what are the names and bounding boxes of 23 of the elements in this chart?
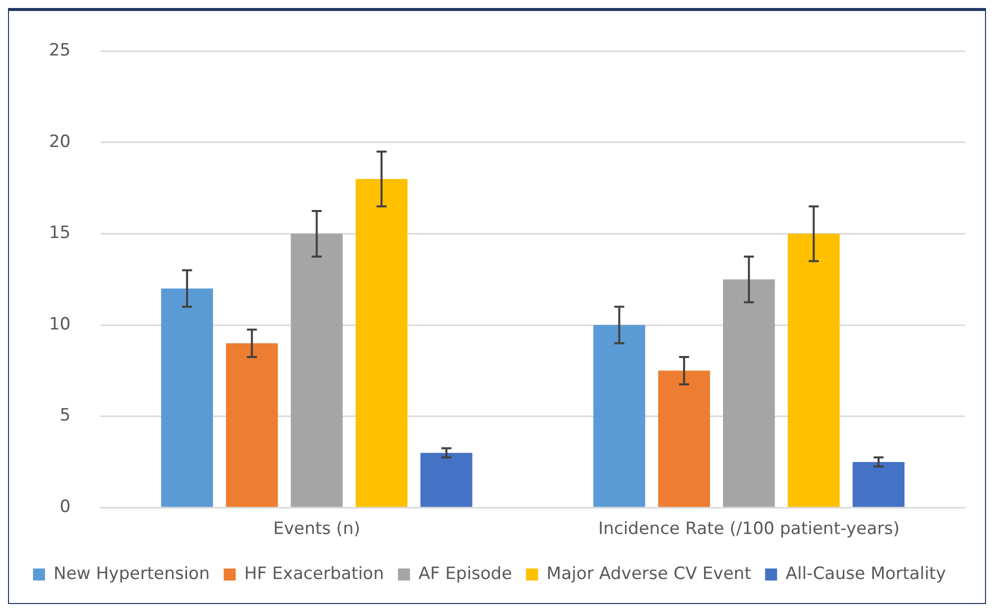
legend-label: All-Cause Mortality	[786, 564, 946, 584]
bar	[420, 452, 472, 507]
legend-label: New Hypertension	[54, 564, 210, 584]
y-tick-label: 10	[48, 314, 71, 334]
legend-label: AF Episode	[418, 564, 512, 584]
y-tick-label: 15	[48, 223, 71, 244]
y-tick-label: 5	[60, 406, 71, 426]
bar	[593, 325, 646, 507]
y-tick-label: 20	[48, 132, 71, 152]
bar	[852, 462, 904, 507]
bar	[356, 178, 408, 507]
bar	[226, 343, 278, 507]
bar	[161, 288, 213, 507]
x-tick-label: Incidence Rate (/100 patient-years)	[598, 519, 900, 540]
bar	[658, 370, 710, 507]
y-tick-label: 0	[60, 497, 71, 518]
x-tick-label: Events (n)	[273, 519, 360, 540]
y-tick-label: 25	[48, 40, 71, 61]
bar	[788, 234, 840, 507]
legend-label: Major Adverse CV Event	[546, 564, 752, 584]
legend-label: HF Exacerbation	[244, 564, 384, 584]
bar	[290, 234, 343, 507]
bar	[722, 279, 775, 507]
